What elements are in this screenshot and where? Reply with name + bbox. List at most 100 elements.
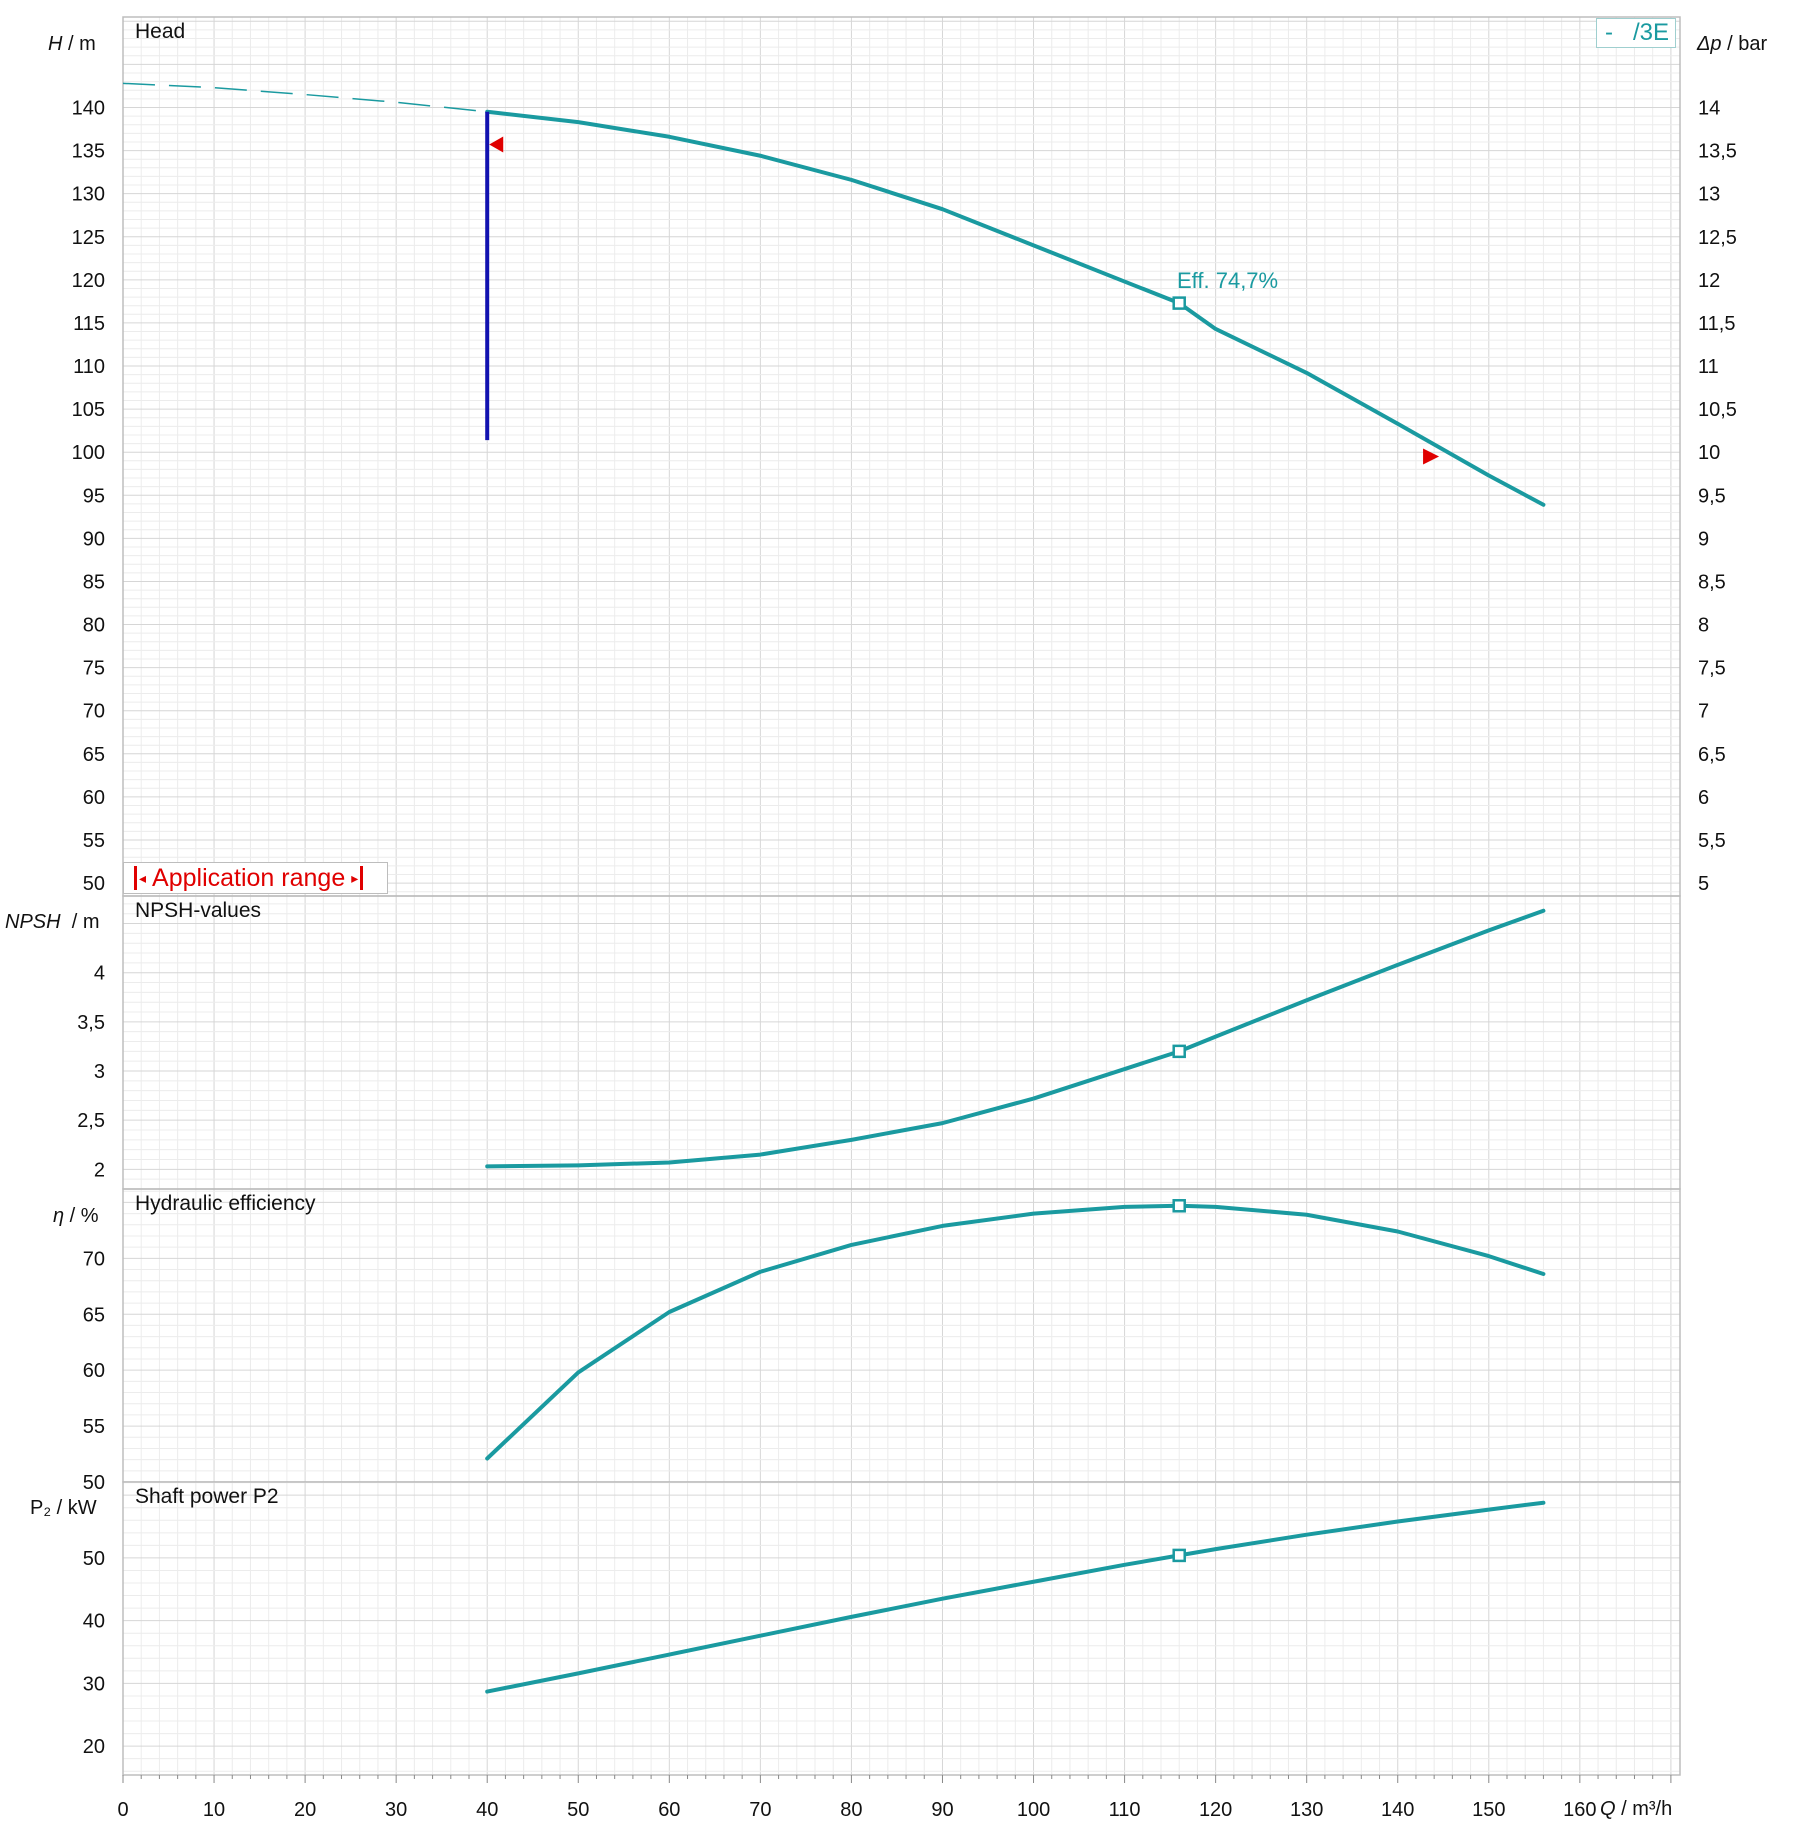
y-tick-label: 65: [83, 1304, 105, 1326]
head-pane-title: Head: [135, 20, 186, 43]
y2-tick-label: 5: [1698, 873, 1709, 895]
pressure-y2-axis-label: Δp / bar: [1697, 33, 1767, 56]
x-tick-label: 30: [385, 1799, 407, 1821]
x-tick-label: 60: [658, 1799, 680, 1821]
range-marker-triangle: [1423, 448, 1440, 465]
y-tick-label: 120: [72, 270, 105, 292]
y-tick-label: 130: [72, 184, 105, 206]
y-tick-label: 30: [83, 1673, 105, 1695]
y-tick-label: 50: [83, 1472, 105, 1494]
flow-x-unit: / m³/h: [1621, 1798, 1673, 1820]
x-tick-label: 10: [203, 1799, 225, 1821]
x-tick-label: 40: [476, 1799, 498, 1821]
extrapolated-curve: [122, 82, 488, 113]
npsh-y-symbol: NPSH: [5, 911, 61, 933]
y-tick-label: 40: [83, 1611, 105, 1633]
y2-tick-label: 7: [1698, 701, 1709, 723]
y-tick-label: 75: [83, 658, 105, 680]
x-tick-label: 140: [1381, 1799, 1414, 1821]
y-tick-label: 140: [72, 97, 105, 119]
series-curve: [485, 1203, 1546, 1461]
y-tick-label: 2: [94, 1159, 105, 1181]
x-tick-label: 70: [749, 1799, 771, 1821]
power-y-axis-label: P₂ / kW: [30, 1497, 97, 1520]
y2-tick-label: 10: [1698, 442, 1720, 464]
y-tick-label: 135: [72, 141, 105, 163]
operating-point-efficiency-label: Eff. 74,7%: [1177, 268, 1279, 293]
npsh-y-axis-label: NPSH / m: [5, 911, 99, 934]
x-tick-label: 110: [1109, 1799, 1141, 1821]
pane-frame: [122, 895, 1681, 1190]
y-tick-label: 50: [83, 873, 105, 895]
x-tick-label: 160: [1563, 1799, 1596, 1821]
head-y-symbol: H: [48, 33, 63, 55]
y2-tick-label: 6,5: [1698, 744, 1726, 766]
y2-tick-label: 9: [1698, 528, 1709, 550]
pane-frame: [122, 1481, 1681, 1776]
pane-2: 50 55 60 65 70: [83, 1188, 1681, 1494]
series-legend-name: /3E: [1633, 19, 1670, 46]
operating-point-marker: [1172, 1548, 1186, 1563]
y-tick-label: 60: [83, 787, 105, 809]
y-tick-label: 70: [83, 701, 105, 723]
flow-x-axis-label: Q / m³/h: [1600, 1798, 1672, 1821]
efficiency-y-symbol: η: [53, 1205, 65, 1227]
y-tick-label: 80: [83, 615, 105, 637]
y-tick-label: 105: [72, 399, 105, 421]
y2-tick-label: 13,5: [1698, 141, 1737, 163]
pane-1: 2 2,5 3 3,5 4: [77, 895, 1681, 1190]
y-tick-label: 90: [83, 528, 105, 550]
y-tick-label: 50: [83, 1548, 105, 1570]
y-tick-label: 3: [94, 1061, 105, 1083]
y2-tick-label: 11: [1698, 356, 1719, 378]
operating-point-marker: [1172, 1044, 1186, 1059]
range-end-bar: [360, 866, 364, 890]
y2-tick-label: 12,5: [1698, 227, 1737, 249]
y-tick-label: 2,5: [77, 1110, 105, 1132]
range-marker-triangle: [489, 136, 504, 153]
series-legend-dash: -: [1605, 19, 1613, 46]
y-tick-label: 125: [72, 227, 105, 249]
y2-tick-label: 12: [1698, 270, 1720, 292]
y2-tick-label: 5,5: [1698, 830, 1726, 852]
y2-tick-label: 8,5: [1698, 571, 1726, 593]
y2-tick-label: 6: [1698, 787, 1709, 809]
x-tick-label: 20: [294, 1799, 316, 1821]
pressure-y2-symbol: Δp: [1697, 33, 1722, 55]
x-tick-label: 50: [567, 1799, 589, 1821]
pressure-y2-unit: / bar: [1727, 33, 1768, 55]
npsh-y-unit: / m: [71, 911, 100, 933]
head-y-unit: / m: [68, 33, 96, 55]
y2-tick-label: 10,5: [1698, 399, 1737, 421]
operating-point-marker: [1172, 296, 1186, 310]
y-tick-label: 110: [73, 356, 105, 378]
y-tick-label: 115: [73, 313, 105, 335]
pane-0: 5055606570758085909510010511011512012513…: [72, 16, 1737, 897]
head-y-axis-label: H / m: [48, 33, 96, 56]
x-tick-label: 80: [840, 1799, 862, 1821]
y2-tick-label: 14: [1698, 97, 1720, 119]
operating-point-marker: [1172, 1199, 1186, 1213]
x-tick-label: 150: [1472, 1799, 1505, 1821]
flow-x-symbol: Q: [1600, 1798, 1616, 1820]
y2-tick-label: 13: [1698, 184, 1720, 206]
series-curve: [485, 908, 1546, 1169]
pane-3: 20 30 40 50 0 10 20 30 40 50 60 70 80 90 100 110 120 130 1…: [83, 1481, 1681, 1821]
y2-tick-label: 8: [1698, 615, 1709, 637]
pane-frame: [122, 16, 1681, 897]
y-tick-label: 85: [83, 571, 105, 593]
y-tick-label: 100: [72, 442, 105, 464]
series-curve: [485, 109, 1546, 507]
x-tick-label: 90: [931, 1799, 953, 1821]
power-y-symbol: P₂: [30, 1497, 52, 1519]
efficiency-y-axis-label: η / %: [53, 1205, 99, 1228]
y-tick-label: 55: [83, 1416, 105, 1438]
power-pane-title: Shaft power P2: [135, 1485, 279, 1508]
y-tick-label: 60: [83, 1360, 105, 1382]
y-tick-label: 3,5: [77, 1012, 105, 1034]
x-tick-label: 130: [1290, 1799, 1323, 1821]
y2-tick-label: 11,5: [1698, 313, 1735, 335]
y2-tick-label: 9,5: [1698, 485, 1726, 507]
